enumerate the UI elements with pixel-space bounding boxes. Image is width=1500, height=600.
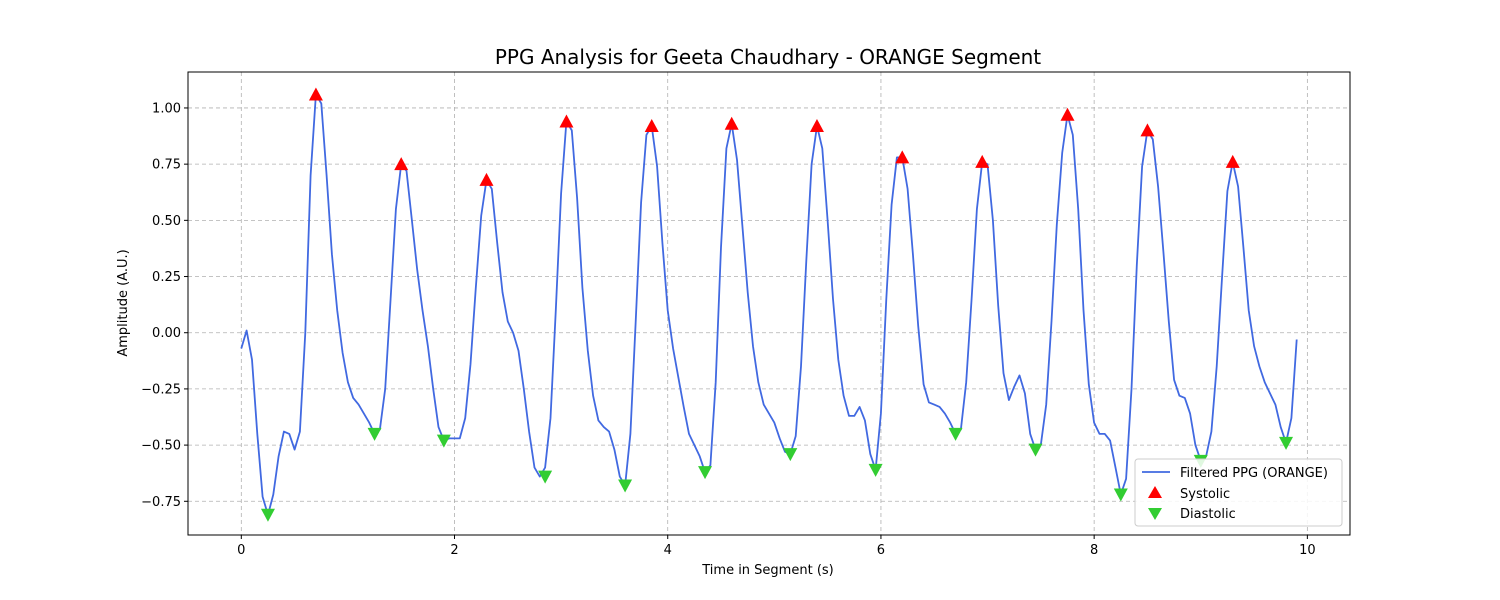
diastolic-trough-marker <box>260 508 275 522</box>
systolic-peak-marker <box>559 114 574 128</box>
y-tick-label: 0.25 <box>152 270 181 285</box>
x-tick-label: 6 <box>877 543 885 558</box>
chart-title: PPG Analysis for Geeta Chaudhary - ORANG… <box>495 45 1041 69</box>
legend-diastolic-marker <box>1148 508 1162 520</box>
legend-box <box>1134 458 1343 527</box>
diastolic-trough-marker <box>948 427 963 441</box>
plot-area <box>240 87 1298 522</box>
y-tick-label: 0.75 <box>152 158 181 173</box>
systolic-peak-marker <box>724 116 739 130</box>
ppg-signal-line <box>240 93 1298 516</box>
x-tick-label: 4 <box>664 543 672 558</box>
diastolic-trough-marker <box>698 466 713 480</box>
axis-ticks: 0 2 4 6 8 10 −0.75 −0.50 −0.25 0.00 0.25 0.50 0.75 1.… <box>141 101 1315 558</box>
diastolic-trough-marker <box>1028 443 1043 457</box>
plot-frame <box>187 71 1351 536</box>
diastolic-trough-marker <box>1279 436 1294 450</box>
systolic-peak-marker <box>644 118 659 132</box>
y-tick-label: 0.50 <box>152 214 181 229</box>
legend-diastolic-label: Diastolic <box>1180 507 1236 522</box>
legend-systolic-marker <box>1148 486 1162 498</box>
diastolic-trough-marker <box>1113 488 1128 502</box>
systolic-peak-marker <box>895 150 910 164</box>
diastolic-trough-marker <box>868 463 883 477</box>
diastolic-trough-marker <box>367 427 382 441</box>
y-tick-label: 0.00 <box>152 326 181 341</box>
systolic-peak-marker <box>308 87 323 101</box>
x-tick-label: 8 <box>1090 543 1098 558</box>
y-tick-label: −0.75 <box>141 495 181 510</box>
diastolic-trough-marker <box>538 470 553 484</box>
x-tick-label: 0 <box>237 543 245 558</box>
systolic-peak-marker <box>1060 107 1075 121</box>
x-tick-label: 2 <box>450 543 458 558</box>
diastolic-trough-marker <box>618 479 633 493</box>
systolic-peak-marker <box>479 172 494 186</box>
y-tick-label: −0.50 <box>141 439 181 454</box>
y-tick-label: −0.25 <box>141 382 181 397</box>
legend: Filtered PPG (ORANGE) Systolic Diastolic <box>1134 458 1343 527</box>
x-axis-label: Time in Segment (s) <box>701 563 833 578</box>
x-tick-label: 10 <box>1299 543 1316 558</box>
systolic-peak-marker <box>1225 154 1240 168</box>
systolic-peak-marker <box>809 118 824 132</box>
diastolic-trough-marker <box>783 448 798 462</box>
legend-ppg-label: Filtered PPG (ORANGE) <box>1180 466 1328 481</box>
legend-systolic-label: Systolic <box>1180 487 1230 502</box>
systolic-peak-marker <box>1140 123 1155 137</box>
systolic-peak-marker <box>394 157 409 171</box>
y-axis-label: Amplitude (A.U.) <box>116 249 131 356</box>
y-tick-label: 1.00 <box>152 101 181 116</box>
diastolic-trough-marker <box>436 434 451 448</box>
systolic-peak-marker <box>975 154 990 168</box>
